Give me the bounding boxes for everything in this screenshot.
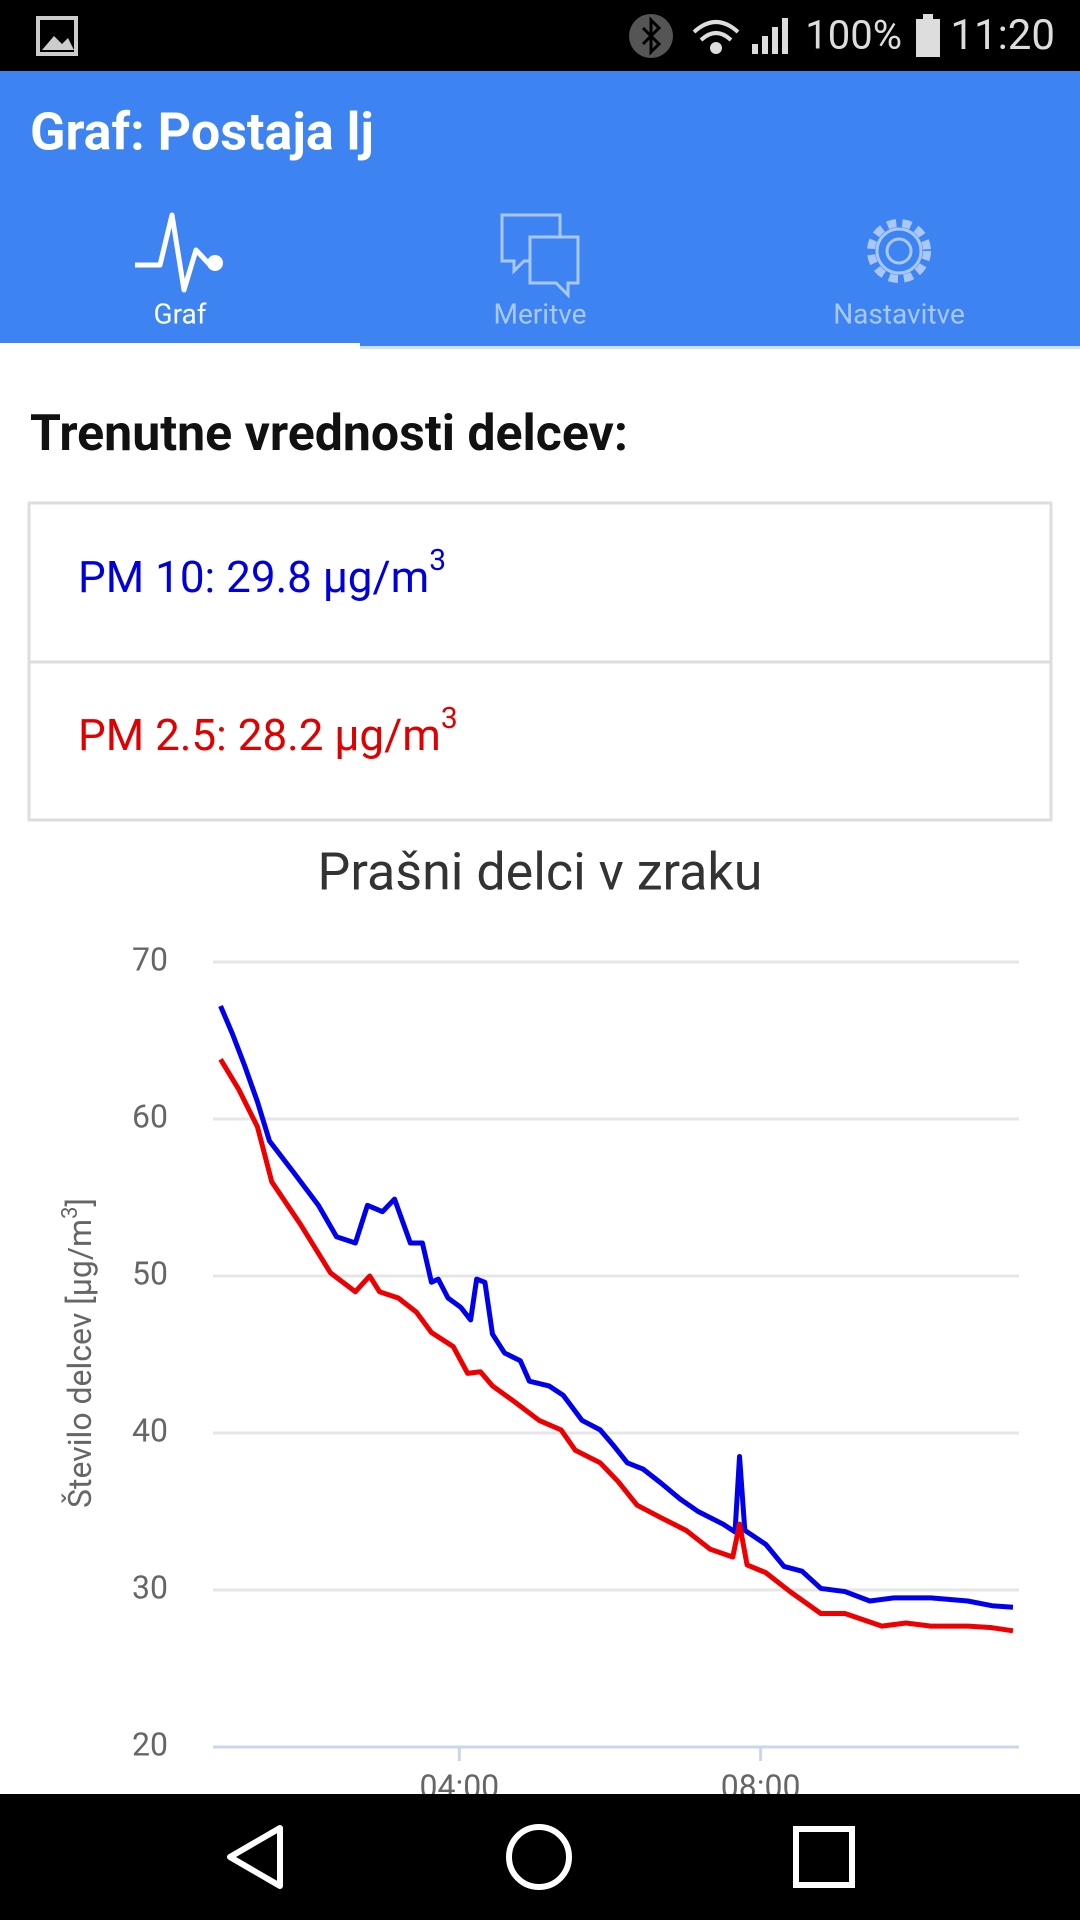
- tab-icon-pulse: [135, 212, 212, 293]
- back-button[interactable]: [227, 1825, 283, 1889]
- bluetooth-icon: [629, 14, 673, 58]
- pm25-value: PM 2.5: 28.2 µg/m3: [78, 701, 458, 761]
- tab-icon-dot: [207, 255, 223, 271]
- pm10-value: PM 10: 29.8 µg/m3: [78, 543, 446, 603]
- y-label-sup: 3: [58, 1207, 83, 1219]
- tab-nastavitve[interactable]: Nastavitve: [833, 219, 965, 330]
- recents-button[interactable]: [793, 1826, 855, 1888]
- tab-label: Meritve: [494, 297, 587, 330]
- tab-graf[interactable]: Graf: [135, 212, 223, 330]
- tab-label: Nastavitve: [833, 297, 965, 330]
- value-sup: 3: [441, 701, 458, 736]
- signal-icon: [752, 18, 788, 54]
- y-label-end: ]: [61, 1198, 99, 1206]
- section-heading: Trenutne vrednosti delcev:: [30, 405, 628, 463]
- y-tick-label: 70: [132, 940, 168, 978]
- app-title: Graf: Postaja lj: [30, 102, 374, 163]
- tab-icon-chat: [500, 213, 562, 275]
- y-tick-label: 50: [132, 1254, 168, 1292]
- y-tick-label: 20: [132, 1725, 168, 1763]
- tab-meritve[interactable]: Meritve: [494, 213, 587, 330]
- status-bar: [0, 0, 1080, 71]
- tab-label: Graf: [154, 297, 207, 330]
- value-sup: 3: [429, 543, 446, 578]
- y-axis-label: Število delcev [µg/m3]: [58, 1198, 100, 1508]
- value-text: PM 2.5: 28.2 µg/m: [78, 709, 441, 761]
- tab-underline: [360, 346, 1080, 349]
- app-bar: [0, 71, 1080, 349]
- y-label-text: Število delcev [µg/m: [61, 1219, 99, 1508]
- battery-percent: 100%: [805, 12, 902, 59]
- home-button[interactable]: [506, 1824, 572, 1890]
- tab-indicator: [0, 343, 360, 349]
- wifi-icon: [692, 20, 740, 54]
- tab-icon-chat: [528, 235, 580, 299]
- chart-title: Prašni delci v zraku: [318, 842, 763, 903]
- value-text: PM 10: 29.8 µg/m: [78, 551, 429, 603]
- y-tick-label: 60: [132, 1097, 168, 1135]
- gallery-icon: [36, 16, 78, 56]
- y-tick-label: 40: [132, 1411, 168, 1449]
- clock: 11:20: [950, 11, 1055, 60]
- tab-icon-gear: [867, 219, 931, 283]
- battery-icon: [916, 14, 940, 57]
- nav-bar: [0, 1794, 1080, 1920]
- y-tick-label: 30: [132, 1568, 168, 1606]
- data-line: [218, 1058, 1014, 1634]
- data-line: [218, 1004, 1014, 1610]
- tab-icon-gear: [875, 227, 923, 275]
- tab-icon-gear: [885, 237, 913, 265]
